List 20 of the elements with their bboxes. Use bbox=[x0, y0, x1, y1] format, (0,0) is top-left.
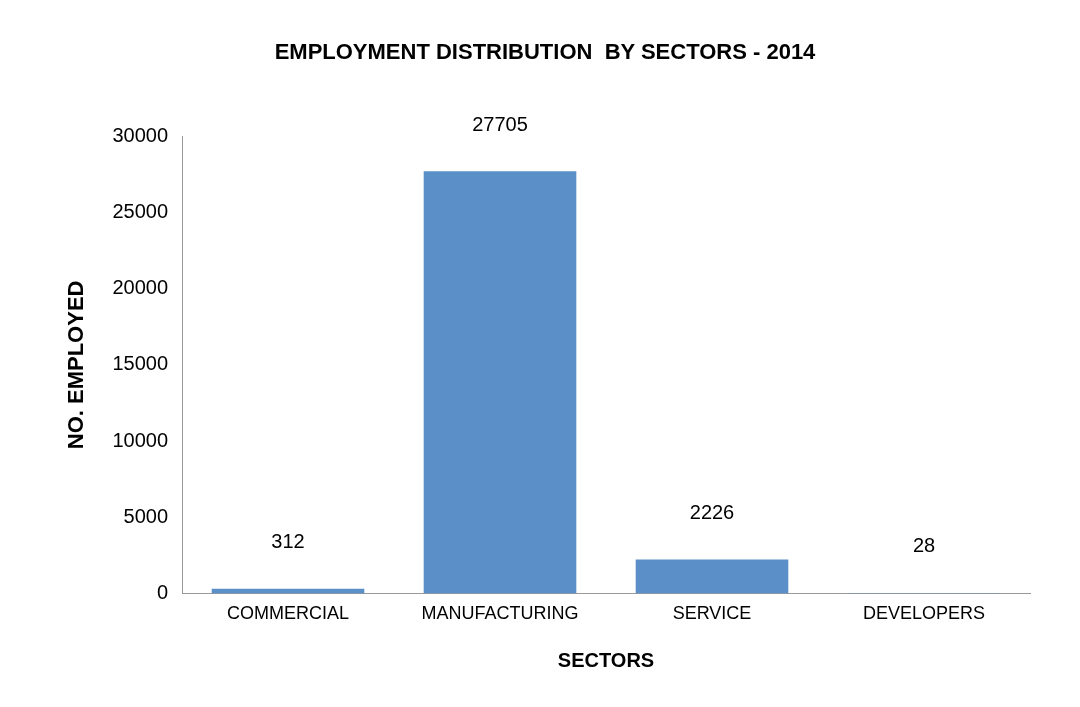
y-tick-label: 15000 bbox=[112, 352, 169, 375]
x-tick-label: DEVELOPERS bbox=[862, 603, 986, 624]
data-label: 27705 bbox=[472, 112, 528, 135]
x-axis-title: SECTORS bbox=[557, 648, 655, 671]
y-tick-label: 30000 bbox=[112, 123, 169, 146]
x-tick-label: MANUFACTURING bbox=[421, 603, 579, 624]
data-label: 312 bbox=[271, 530, 305, 553]
chart-title: EMPLOYMENT DISTRIBUTION BY SECTORS - 2014 bbox=[274, 39, 817, 65]
y-tick-label: 10000 bbox=[112, 428, 169, 451]
data-label: 28 bbox=[912, 534, 936, 557]
y-tick-label: 0 bbox=[156, 580, 169, 603]
y-tick-label: 5000 bbox=[123, 504, 169, 527]
y-tick-label: 25000 bbox=[112, 200, 169, 223]
y-axis-title: NO. EMPLOYED bbox=[63, 280, 89, 450]
y-tick-label: 20000 bbox=[112, 276, 169, 299]
bar bbox=[635, 559, 789, 594]
x-tick-label: COMMERCIAL bbox=[227, 603, 350, 624]
x-tick-label: SERVICE bbox=[672, 603, 752, 624]
data-label: 2226 bbox=[689, 501, 735, 524]
bar bbox=[423, 171, 577, 594]
